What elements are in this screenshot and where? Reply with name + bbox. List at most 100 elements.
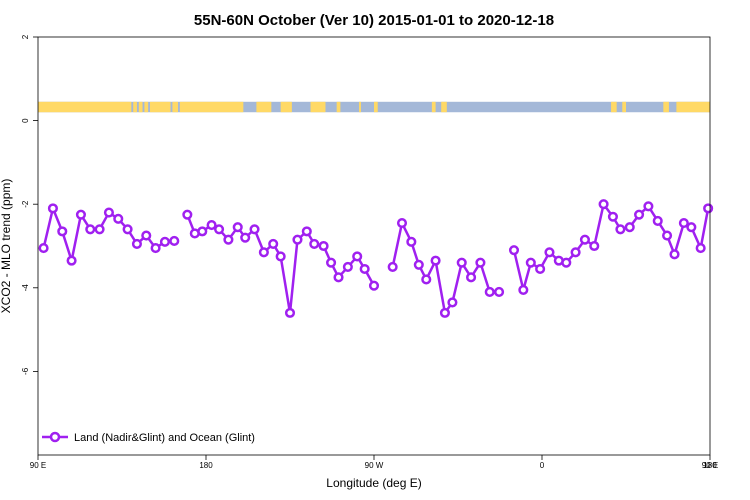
data-point — [75, 209, 86, 220]
series-line — [391, 221, 500, 315]
data-point — [150, 243, 161, 254]
data-point — [333, 272, 344, 283]
data-point — [240, 232, 251, 243]
legend-label: Land (Nadir&Glint) and Ocean (Glint) — [74, 432, 255, 444]
chart-title: 55N-60N October (Ver 10) 2015-01-01 to 2… — [194, 12, 554, 29]
x-tick-label: 90 W — [365, 461, 384, 470]
series-layer — [38, 199, 714, 318]
data-point — [387, 261, 398, 272]
data-point — [484, 286, 495, 298]
data-point — [518, 284, 529, 295]
data-point — [85, 224, 96, 235]
land-segment — [133, 101, 137, 113]
land-segment — [359, 101, 361, 113]
data-point — [301, 226, 312, 237]
data-point — [406, 236, 417, 247]
data-point — [678, 217, 689, 229]
data-point — [703, 203, 714, 214]
y-tick-label: -6 — [21, 367, 30, 375]
data-point — [413, 259, 424, 270]
data-point — [352, 251, 363, 262]
data-point — [249, 224, 260, 235]
land-segment — [374, 101, 378, 113]
data-point — [159, 236, 170, 247]
land-segment — [144, 101, 149, 113]
data-point — [624, 222, 635, 233]
data-point — [113, 213, 124, 224]
land-ocean-strip — [38, 101, 710, 113]
land-segment — [179, 101, 244, 113]
land-segment — [138, 101, 143, 113]
data-point — [141, 230, 152, 241]
x-tick-label-secondary: 180 — [703, 461, 717, 470]
x-axis-label: Longitude (deg E) — [326, 476, 421, 490]
land-segment — [622, 101, 626, 113]
data-point — [695, 243, 706, 254]
data-point — [223, 234, 234, 245]
data-point — [466, 272, 477, 283]
data-point — [66, 255, 77, 266]
data-point — [368, 280, 380, 291]
data-point — [544, 247, 555, 258]
data-point — [182, 209, 193, 220]
data-point — [421, 274, 432, 285]
land-segment — [663, 101, 669, 113]
legend: Land (Nadir&Glint) and Ocean (Glint) — [42, 431, 255, 444]
data-point — [652, 215, 663, 226]
y-axis-label: XCO2 - MLO trend (ppm) — [0, 179, 13, 314]
data-point — [634, 209, 645, 220]
data-point — [342, 261, 353, 272]
data-point — [326, 257, 337, 268]
data-point — [447, 297, 458, 308]
data-point — [494, 286, 505, 298]
data-point — [686, 222, 697, 233]
y-tick-label: -4 — [21, 284, 30, 292]
data-point — [206, 220, 217, 231]
y-tick-label: 2 — [21, 34, 30, 39]
data-point — [38, 243, 49, 254]
data-point — [232, 222, 243, 233]
data-point — [525, 257, 536, 268]
land-segment — [256, 101, 272, 113]
x-axis: 90 E 180 90 W 0 90 E — [30, 455, 718, 470]
data-point — [589, 240, 600, 252]
land-segment — [676, 101, 710, 113]
data-point — [598, 199, 609, 210]
data-point — [643, 201, 654, 212]
data-point — [47, 203, 58, 214]
land-segment — [172, 101, 178, 113]
data-point — [318, 240, 329, 252]
land-segment — [310, 101, 326, 113]
land-segment — [280, 101, 292, 113]
data-point — [535, 263, 546, 275]
data-point — [396, 217, 408, 229]
data-point — [169, 235, 180, 247]
data-point — [570, 247, 581, 258]
land-segment — [431, 101, 436, 113]
land-segment — [38, 101, 132, 113]
y-axis: 2 0 -2 -4 -6 — [21, 34, 38, 375]
y-tick-label: 0 — [21, 118, 30, 123]
data-point — [475, 257, 486, 268]
data-point — [579, 234, 590, 245]
data-point — [103, 207, 114, 218]
data-point — [508, 245, 520, 256]
data-point — [430, 255, 441, 266]
data-point — [292, 234, 303, 245]
land-segment — [441, 101, 447, 113]
data-point — [669, 249, 680, 260]
data-point — [607, 211, 618, 222]
data-point — [284, 307, 296, 318]
data-point — [131, 238, 142, 249]
legend-marker — [49, 431, 61, 443]
data-point — [275, 251, 286, 262]
data-point — [456, 257, 467, 268]
data-point — [197, 226, 208, 237]
data-point — [615, 224, 626, 235]
land-segment — [611, 101, 617, 113]
data-point — [122, 224, 133, 235]
x-tick-label: 0 — [540, 461, 545, 470]
data-point — [94, 224, 105, 235]
x-tick-label: 90 E — [702, 461, 718, 470]
